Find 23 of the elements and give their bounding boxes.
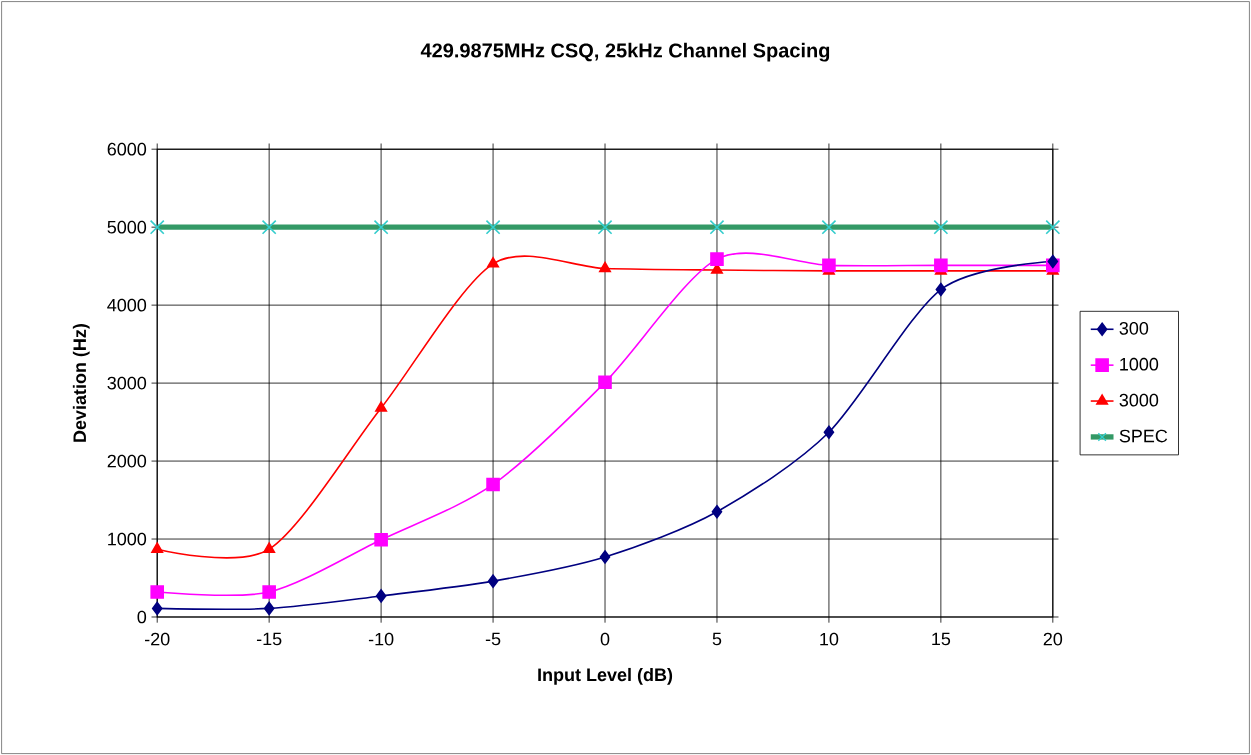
legend-label: 3000 bbox=[1119, 393, 1159, 407]
legend-label: 300 bbox=[1119, 321, 1149, 335]
x-tick-label: -10 bbox=[368, 632, 394, 646]
x-tick-label: 15 bbox=[932, 632, 951, 646]
y-axis-title: Deviation (Hz) bbox=[72, 323, 90, 442]
legend-label: SPEC bbox=[1119, 429, 1168, 443]
y-tick-label: 4000 bbox=[107, 298, 147, 312]
x-tick-label: -20 bbox=[145, 632, 170, 646]
x-axis-title: Input Level (dB) bbox=[538, 667, 673, 685]
y-tick-label: 2000 bbox=[107, 454, 147, 468]
chart-title: 429.9875MHz CSQ, 25kHz Channel Spacing bbox=[420, 42, 830, 62]
y-tick-label: 0 bbox=[137, 610, 147, 624]
y-tick-label: 1000 bbox=[108, 532, 147, 546]
x-tick-label: -15 bbox=[256, 632, 282, 646]
legend-label: 1000 bbox=[1120, 357, 1159, 371]
y-tick-label: 6000 bbox=[107, 142, 147, 156]
x-tick-label: 5 bbox=[712, 632, 722, 646]
x-tick-label: 20 bbox=[1043, 632, 1063, 646]
y-tick-label: 5000 bbox=[107, 220, 147, 234]
x-tick-label: 0 bbox=[600, 632, 610, 646]
y-tick-label: 3000 bbox=[107, 376, 147, 390]
x-tick-label: 10 bbox=[820, 632, 839, 646]
x-tick-label: -5 bbox=[485, 632, 501, 646]
